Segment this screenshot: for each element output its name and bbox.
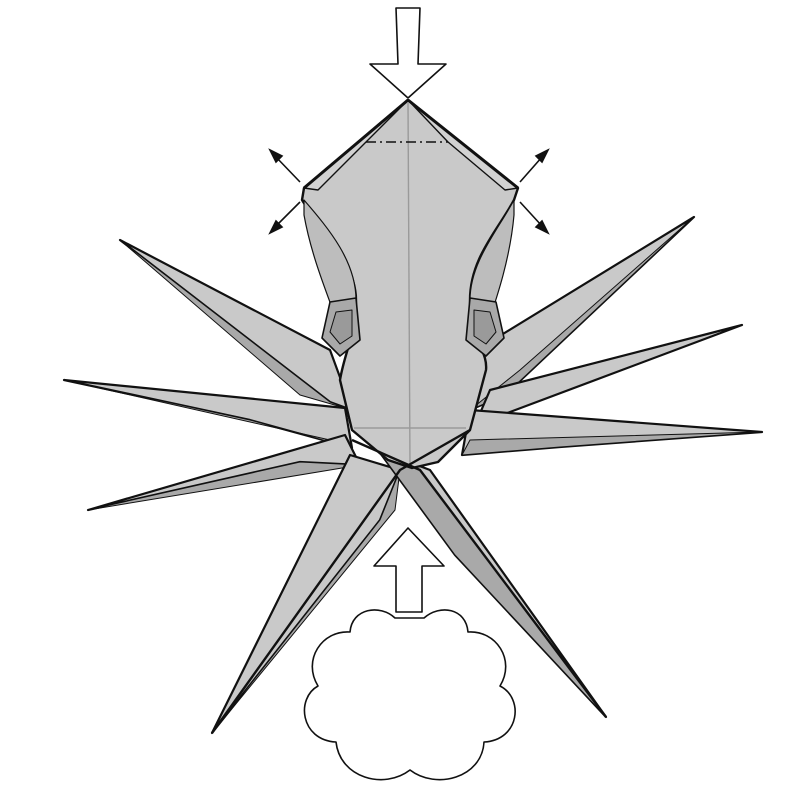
octopus-arms [62, 215, 764, 735]
spread-arrow-icon [268, 201, 301, 235]
right-eye-inner [473, 309, 497, 345]
spread-arrow-icon [519, 148, 550, 183]
arm-crossing-edges [211, 428, 607, 734]
head-edge-right [407, 98, 519, 190]
inflate-cloud [303, 609, 516, 781]
spread-arrows [268, 148, 550, 235]
cross-edge-1 [351, 438, 607, 718]
head-edge-left [303, 98, 409, 190]
center-crease [407, 101, 411, 467]
spread-arrow-icon [519, 201, 550, 235]
octopus-body [300, 98, 520, 470]
spread-arrow-icon [268, 148, 301, 183]
arm-lower-left [86, 433, 362, 512]
arm-right-long-shadow [461, 431, 763, 456]
cross-edge-2 [211, 428, 471, 734]
crease-lines [354, 101, 466, 467]
hollow-push-arrow-icon [369, 7, 447, 99]
inflate-cloud-icon [303, 527, 516, 781]
inflate-arrow [373, 527, 445, 613]
octopus-eyes [303, 199, 515, 357]
left-eye-inner [329, 309, 353, 345]
